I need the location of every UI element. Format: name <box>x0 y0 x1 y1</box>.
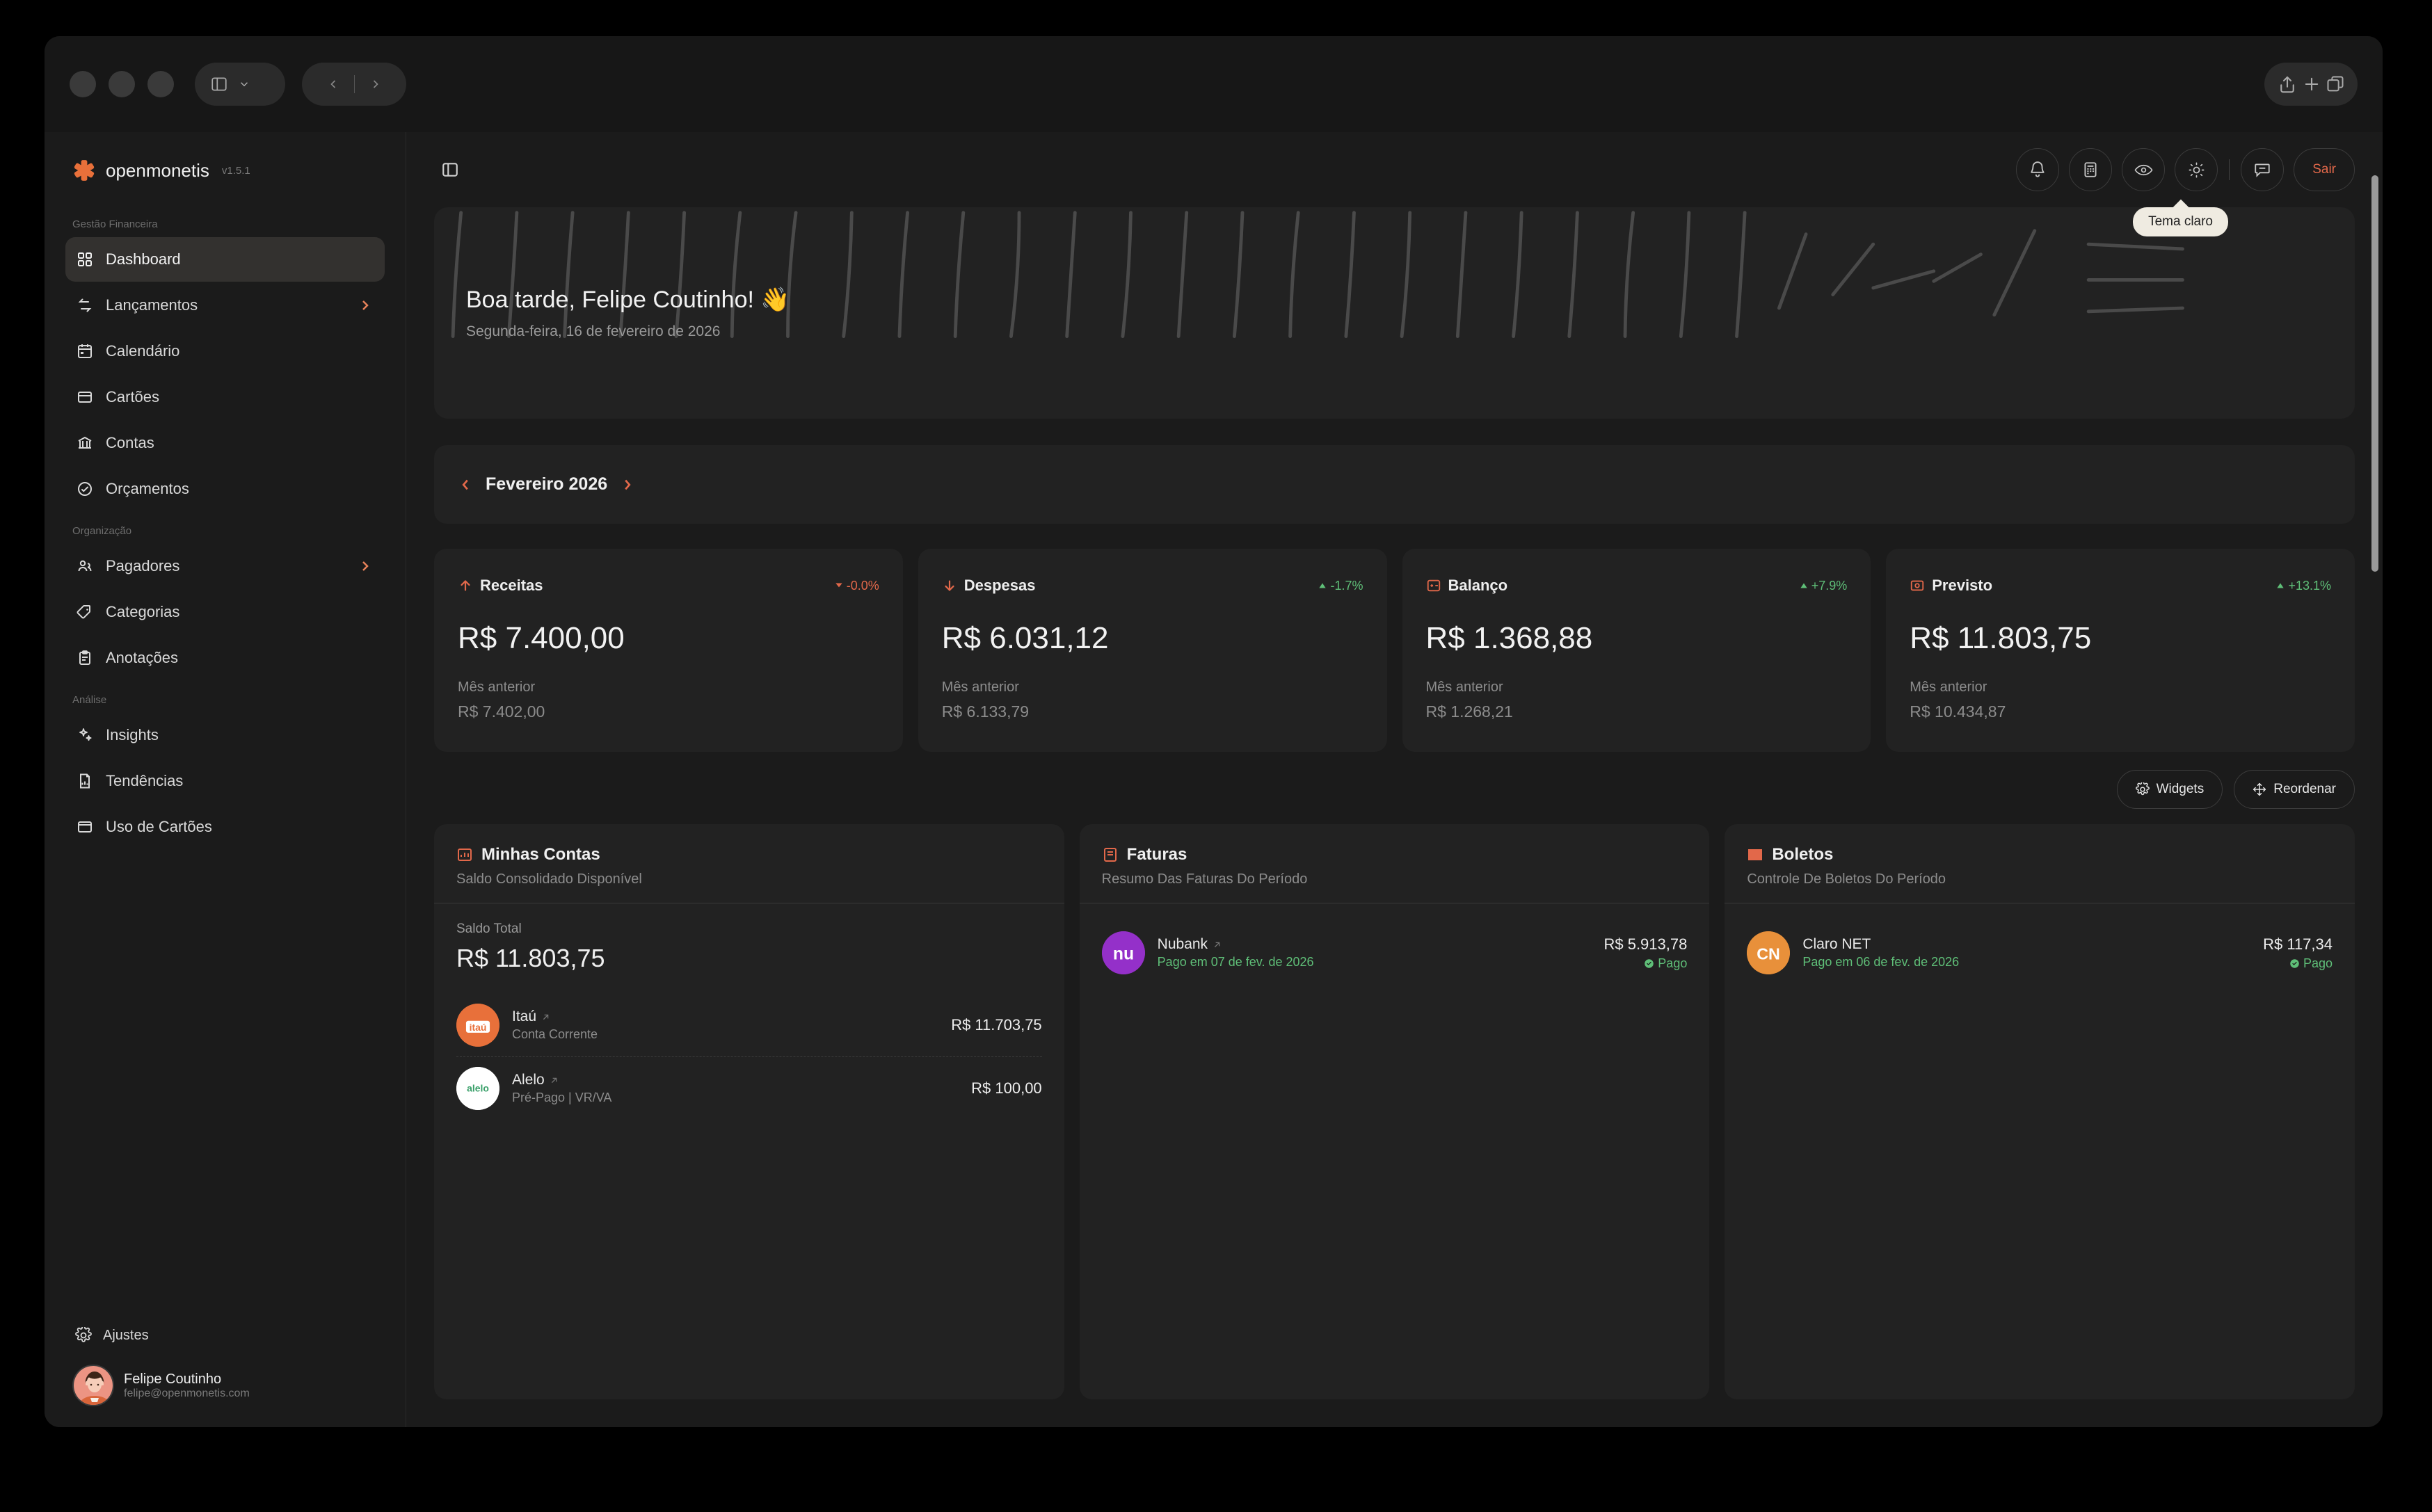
svg-text:nu: nu <box>1113 944 1134 963</box>
svg-text:alelo: alelo <box>467 1083 489 1094</box>
svg-text:itaú: itaú <box>470 1022 487 1033</box>
svg-text:CN: CN <box>1757 944 1781 963</box>
